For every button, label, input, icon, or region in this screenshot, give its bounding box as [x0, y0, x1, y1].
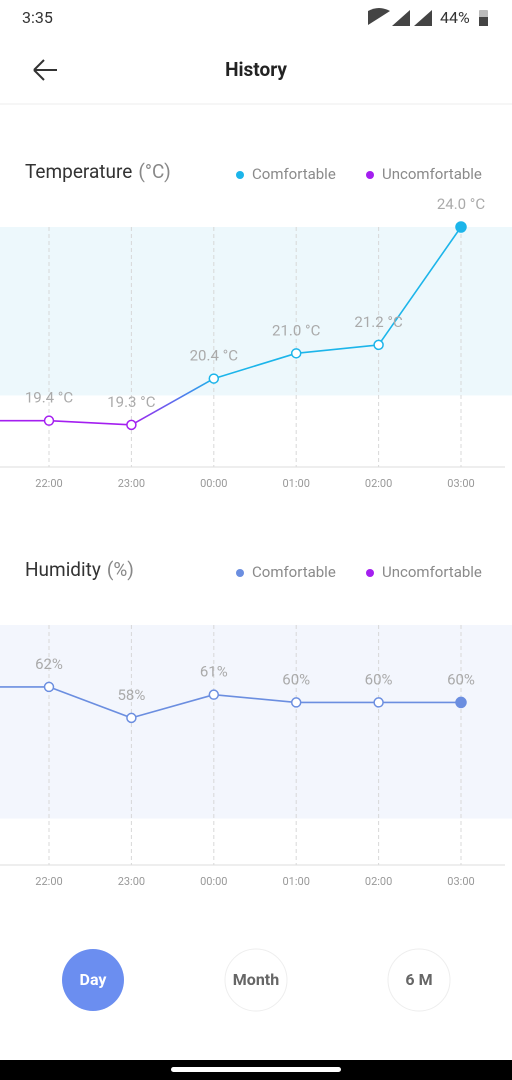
- data-label: 20.4 °C: [190, 347, 239, 365]
- data-point: [126, 712, 137, 724]
- chart-unit: (%): [107, 558, 134, 581]
- legend-dot: [366, 569, 374, 577]
- tab-circle: [62, 949, 124, 1011]
- data-label: 21.2 °C: [354, 313, 403, 331]
- x-tick-label: 02:00: [365, 875, 392, 888]
- line-segment: [131, 377, 215, 426]
- legend-dot: [236, 569, 244, 577]
- x-tick-label: 01:00: [282, 875, 309, 888]
- legend-label: Uncomfortable: [382, 563, 482, 581]
- data-label: 24.0 °C: [437, 195, 486, 213]
- x-tick-label: 00:00: [200, 875, 227, 888]
- x-tick-label: 23:00: [118, 477, 145, 490]
- data-point: [208, 373, 220, 384]
- line-segment: [296, 344, 379, 355]
- tab-label: 6 M: [405, 970, 432, 989]
- data-label: 60%: [365, 670, 393, 688]
- data-label: 60%: [447, 670, 475, 688]
- wifi-icon: [368, 8, 390, 25]
- data-point: [290, 348, 302, 359]
- tab-circle: [224, 948, 288, 1012]
- data-point: [455, 221, 467, 233]
- x-tick-label: 01:00: [282, 477, 309, 490]
- tab-button[interactable]: 6 M: [387, 948, 451, 1012]
- chart-title-text: Humidity: [25, 558, 101, 581]
- back-button[interactable]: [33, 59, 57, 81]
- chart-title-text: Temperature: [25, 160, 132, 183]
- signal-icon: [392, 10, 410, 26]
- tab-button[interactable]: Day: [62, 949, 124, 1011]
- data-point: [373, 697, 384, 708]
- x-tick-label: 03:00: [447, 875, 474, 888]
- data-label: 21.0 °C: [272, 321, 321, 339]
- x-tick-label: 22:00: [35, 875, 62, 888]
- legend-label: Comfortable: [252, 563, 336, 581]
- comfort-band: [0, 227, 512, 396]
- x-tick-label: 23:00: [118, 875, 145, 888]
- data-point: [455, 696, 467, 709]
- line-segment: [48, 686, 132, 719]
- data-label: 60%: [282, 670, 310, 688]
- x-tick-label: 02:00: [365, 477, 392, 490]
- comfort-band: [0, 625, 512, 819]
- data-point: [126, 419, 137, 431]
- line-segment: [131, 693, 215, 719]
- chart-unit: (°C): [138, 160, 170, 183]
- battery-level: 44%: [440, 8, 470, 27]
- line-segment: [377, 226, 462, 346]
- legend-label: Uncomfortable: [382, 165, 482, 183]
- tab-label: Day: [80, 970, 108, 989]
- data-point: [208, 689, 220, 700]
- legend-dot: [236, 171, 244, 179]
- data-point: [373, 339, 384, 351]
- legend-dot: [366, 171, 374, 179]
- data-point: [290, 697, 302, 708]
- data-label: 19.3 °C: [107, 393, 156, 411]
- chart-title: Humidity (%): [25, 558, 134, 581]
- legend-label: Comfortable: [252, 165, 336, 183]
- line-segment: [213, 352, 297, 380]
- tab-circle: [387, 948, 451, 1012]
- line-segment: [213, 693, 297, 704]
- chart-title: Temperature (°C): [25, 160, 171, 183]
- data-point: [43, 681, 55, 693]
- home-indicator[interactable]: [171, 1067, 341, 1072]
- status-time: 3:35: [22, 8, 53, 27]
- data-label: 61%: [200, 663, 228, 681]
- tab-button[interactable]: Month: [224, 948, 288, 1012]
- x-tick-label: 22:00: [35, 477, 62, 490]
- tab-label: Month: [233, 970, 279, 989]
- data-label: 19.4 °C: [25, 389, 74, 407]
- x-tick-label: 00:00: [200, 477, 227, 490]
- line-segment: [48, 419, 132, 426]
- x-tick-label: 03:00: [447, 477, 474, 490]
- battery-fill: [479, 17, 488, 26]
- signal-icon: [414, 10, 432, 26]
- data-label: 62%: [35, 655, 63, 673]
- data-label: 58%: [117, 686, 145, 704]
- header-title: History: [225, 58, 287, 81]
- data-point: [43, 415, 55, 426]
